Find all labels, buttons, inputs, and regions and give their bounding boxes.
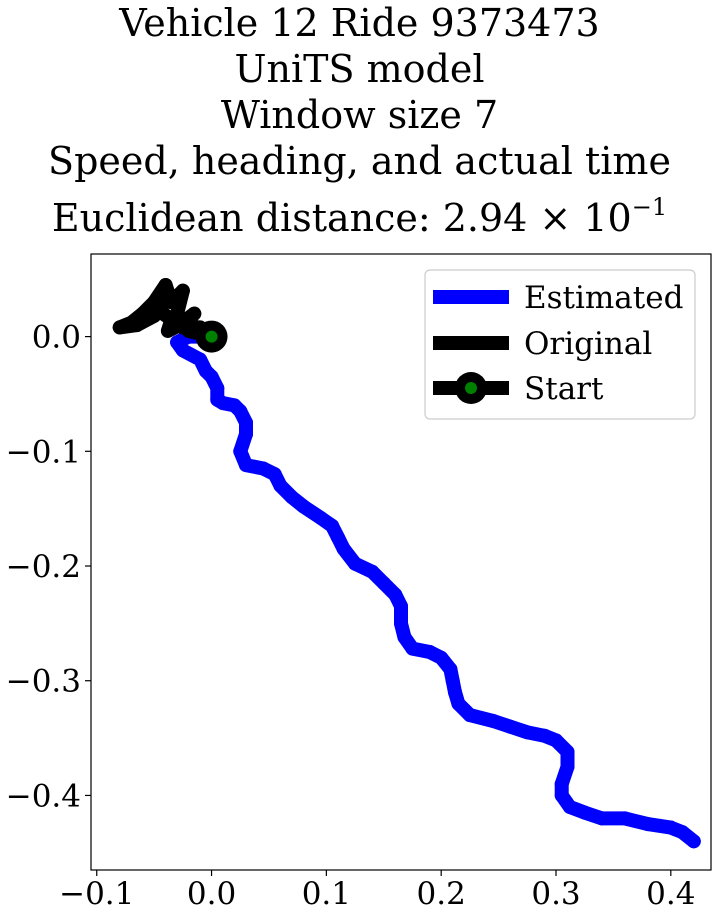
data-point-original <box>187 306 202 321</box>
data-point-estimated <box>445 673 460 688</box>
data-point-estimated <box>560 744 575 759</box>
data-point-estimated <box>394 616 408 631</box>
data-point-estimated <box>485 713 500 728</box>
data-point-estimated <box>675 825 690 840</box>
start-marker-center <box>205 330 218 343</box>
data-point-estimated <box>422 645 437 660</box>
plot-frame <box>90 253 712 871</box>
data-point-estimated <box>233 404 248 419</box>
data-point-original <box>112 320 127 335</box>
data-point-estimated <box>554 788 569 803</box>
data-point-estimated <box>520 725 535 740</box>
data-point-estimated <box>233 444 248 459</box>
data-point-estimated <box>434 650 449 665</box>
title-line-5: Euclidean distance: 2.94 × 10−1 <box>0 184 719 240</box>
title-line-1: Vehicle 12 Ride 9373473 <box>119 1 600 45</box>
data-point-estimated <box>560 759 575 774</box>
data-point-estimated <box>562 799 577 814</box>
data-point-estimated <box>405 641 420 656</box>
data-point-estimated <box>210 381 225 396</box>
legend-label-original: Original <box>524 326 652 362</box>
data-point-estimated <box>594 811 609 826</box>
data-point-estimated <box>663 820 678 835</box>
data-point-estimated <box>330 530 345 545</box>
data-point-estimated <box>267 467 282 482</box>
data-point-estimated <box>462 708 477 723</box>
title-line-4: Speed, heading, and actual time <box>48 139 671 183</box>
data-point-original <box>160 323 175 338</box>
y-tick-label: −0.3 <box>6 664 81 700</box>
data-point-estimated <box>549 733 563 748</box>
chart-title: Vehicle 12 Ride 9373473 UniTS model Wind… <box>0 0 719 240</box>
data-point-estimated <box>193 352 208 367</box>
data-point-estimated <box>239 415 253 430</box>
legend-label-start: Start <box>524 371 604 407</box>
data-point-original <box>135 306 150 321</box>
data-point-estimated <box>325 518 340 533</box>
data-point-estimated <box>336 541 351 556</box>
data-point-estimated <box>296 499 311 514</box>
title-distance-text: Euclidean distance: 2.94 × 10 <box>51 196 632 240</box>
data-point-estimated <box>577 805 592 820</box>
x-tick-label: 0.0 <box>187 876 236 912</box>
title-line-3: Window size 7 <box>220 93 499 137</box>
data-point-original <box>175 283 190 298</box>
data-point-estimated <box>239 427 253 442</box>
x-tick-label: −0.1 <box>59 876 134 912</box>
data-point-original <box>158 289 173 304</box>
data-point-estimated <box>443 662 458 677</box>
data-point-estimated <box>686 834 701 849</box>
data-point-estimated <box>451 696 466 711</box>
y-tick-label: −0.2 <box>6 549 81 585</box>
x-tick-label: 0.1 <box>302 876 351 912</box>
data-point-estimated <box>554 776 569 791</box>
data-point-estimated <box>175 343 190 358</box>
data-point-estimated <box>376 576 391 591</box>
data-point-original <box>129 318 144 333</box>
data-point-estimated <box>204 369 219 384</box>
data-point-estimated <box>397 630 412 645</box>
data-point-estimated <box>640 817 655 832</box>
data-point-estimated <box>273 478 288 493</box>
x-tick-label: 0.2 <box>417 876 466 912</box>
data-point-estimated <box>617 811 632 826</box>
data-point-estimated <box>348 556 363 571</box>
data-point-original <box>175 320 190 335</box>
data-point-estimated <box>537 728 552 743</box>
legend-start-marker-center <box>465 382 477 394</box>
data-point-estimated <box>239 458 253 473</box>
legend-label-estimated: Estimated <box>524 280 683 316</box>
title-distance-exponent: −1 <box>631 193 668 221</box>
title-line-2: UniTS model <box>234 47 485 91</box>
data-point-estimated <box>388 587 403 602</box>
data-point-estimated <box>394 599 408 614</box>
data-point-estimated <box>447 685 462 700</box>
data-point-estimated <box>256 461 271 476</box>
x-tick-label: 0.4 <box>646 876 695 912</box>
data-point-original <box>152 304 167 319</box>
y-tick-label: 0.0 <box>32 320 81 356</box>
data-point-estimated <box>503 719 518 734</box>
x-tick-label: 0.3 <box>531 876 580 912</box>
data-point-estimated <box>216 396 231 411</box>
y-tick-label: −0.4 <box>6 778 81 814</box>
data-point-estimated <box>365 564 380 579</box>
data-point-original <box>158 277 173 292</box>
data-point-estimated <box>284 490 299 505</box>
data-point-estimated <box>313 510 328 525</box>
y-tick-label: −0.1 <box>6 434 81 470</box>
